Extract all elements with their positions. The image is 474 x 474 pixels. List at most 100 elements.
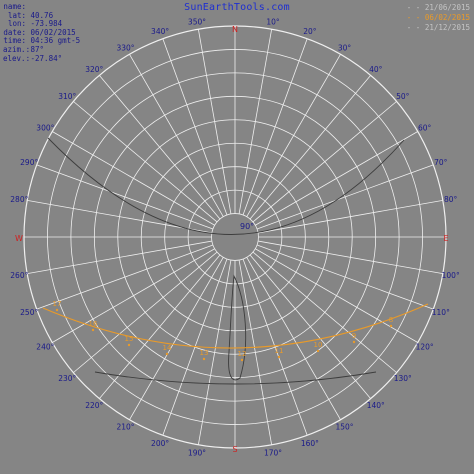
- legend-item-current: - - 06/02/2015: [406, 13, 470, 22]
- azimuth-label: 70°: [434, 158, 448, 167]
- azimuth-spoke: [256, 244, 434, 310]
- info-panel: name: lat: 40.76 lon: -73.984 date: 06/0…: [3, 2, 81, 63]
- azimuth-spoke: [249, 254, 371, 399]
- analemma: [228, 274, 247, 381]
- azimuth-spoke: [238, 260, 273, 445]
- info-time: time: 04:36 gmt-5: [3, 36, 81, 46]
- azimuth-spoke: [129, 257, 224, 420]
- azimuth-label: 230°: [58, 374, 76, 383]
- azimuth-label: 10°: [266, 17, 280, 26]
- hour-label: 12: [238, 350, 247, 358]
- hour-marker: [389, 324, 393, 328]
- azimuth-label: 40°: [369, 65, 383, 74]
- hour-marker: [55, 308, 59, 312]
- azimuth-label: 170°: [264, 449, 282, 458]
- azimuth-label: 190°: [188, 449, 206, 458]
- azimuth-spoke: [258, 199, 443, 234]
- azimuth-spoke: [36, 244, 214, 310]
- azimuth-label: 100°: [442, 271, 460, 280]
- sun-paths: 8 9 10 11 12 13 14 15 16 17: [42, 137, 429, 385]
- azimuth-spoke: [129, 54, 224, 217]
- azimuth-spoke: [52, 248, 215, 343]
- azimuth-spoke: [36, 164, 214, 230]
- brand-title[interactable]: SunEarthTools.com: [184, 2, 290, 13]
- azimuth-spoke: [242, 38, 308, 216]
- hour-marker: [202, 357, 206, 361]
- azimuth-spoke: [252, 101, 397, 223]
- legend-item-winter: - - 21/12/2015: [406, 23, 470, 32]
- azimuth-label: 220°: [85, 401, 103, 410]
- azimuth-spoke: [256, 164, 434, 230]
- azimuth-spoke: [249, 75, 371, 220]
- hour-label: 16: [89, 320, 98, 328]
- azimuth-label: 120°: [416, 343, 434, 352]
- legend: - - 21/06/2015 - - 06/02/2015 - - 21/12/…: [407, 3, 470, 33]
- azimuth-label: 160°: [301, 439, 319, 448]
- azimuth-label: 110°: [432, 308, 450, 317]
- azimuth-spoke: [27, 199, 212, 234]
- info-lat: lat: 40.76: [7, 10, 54, 20]
- azimuth-spoke: [162, 258, 228, 436]
- sun-path-current: [42, 303, 429, 349]
- compass-east: E: [443, 234, 448, 243]
- azimuth-spoke: [73, 251, 218, 373]
- azimuth-label: 320°: [85, 65, 103, 74]
- info-azimuth: azim.: 87°: [3, 44, 45, 54]
- hour-label: 13: [200, 349, 209, 357]
- azimuth-label: 140°: [367, 401, 385, 410]
- hour-marker: [240, 358, 244, 362]
- hour-label: 9: [352, 332, 356, 340]
- hour-marker: [127, 343, 131, 347]
- azimuth-spoke: [52, 131, 215, 226]
- azimuth-labels: 10° 20° 30° 40° 50° 60° 70° 80° 100° 110° 120° 130°…: [10, 17, 460, 457]
- azimuth-label: 60°: [418, 124, 432, 133]
- hour-label: 14: [163, 344, 172, 352]
- azimuth-label: 210°: [116, 423, 134, 432]
- compass-north: N: [232, 25, 238, 34]
- hour-marker: [316, 349, 320, 353]
- azimuth-spoke: [255, 131, 418, 226]
- azimuth-label: 150°: [335, 423, 353, 432]
- azimuth-spoke: [197, 260, 232, 445]
- azimuth-spoke: [99, 75, 221, 220]
- azimuth-spoke: [197, 29, 232, 214]
- info-name: name:: [3, 2, 26, 11]
- hour-label: 15: [125, 335, 134, 343]
- azimuth-label: 250°: [20, 308, 38, 317]
- hour-label: 8: [389, 316, 393, 324]
- azimuth-label: 200°: [151, 439, 169, 448]
- legend-item-summer: - - 21/06/2015: [406, 3, 470, 12]
- info-date: date: 06/02/2015: [3, 27, 76, 37]
- azimuth-spoke: [242, 258, 308, 436]
- azimuth-spoke: [73, 101, 218, 223]
- azimuth-spoke: [27, 240, 212, 275]
- hour-label: 10: [314, 341, 323, 349]
- polar-grid: [23, 25, 447, 449]
- azimuth-label: 20°: [303, 27, 317, 36]
- azimuth-spoke: [238, 29, 273, 214]
- azimuth-spoke: [255, 248, 418, 343]
- azimuth-spoke: [99, 254, 221, 399]
- azimuth-label: 260°: [10, 271, 28, 280]
- azimuth-spoke: [252, 251, 397, 373]
- azimuth-spoke: [246, 257, 341, 420]
- azimuth-spoke: [246, 54, 341, 217]
- azimuth-label: 300°: [36, 124, 54, 133]
- azimuth-label: 130°: [394, 374, 412, 383]
- hour-marker: [91, 328, 95, 332]
- info-lon: lon: -73.984: [7, 19, 63, 29]
- sun-path-winter: [94, 371, 377, 385]
- azimuth-label: 350°: [188, 17, 206, 26]
- azimuth-label: 50°: [396, 92, 410, 101]
- hour-label: 11: [275, 347, 284, 355]
- elevation-ring: [211, 213, 259, 261]
- azimuth-label: 310°: [58, 92, 76, 101]
- azimuth-label: 30°: [338, 43, 352, 52]
- sun-path-summer: [47, 137, 405, 235]
- compass-west: W: [15, 234, 23, 243]
- azimuth-label: 80°: [444, 195, 458, 204]
- hour-marker: [277, 355, 281, 359]
- azimuth-spoke: [162, 38, 228, 216]
- hour-marker: [352, 340, 356, 344]
- azimuth-label: 340°: [151, 27, 169, 36]
